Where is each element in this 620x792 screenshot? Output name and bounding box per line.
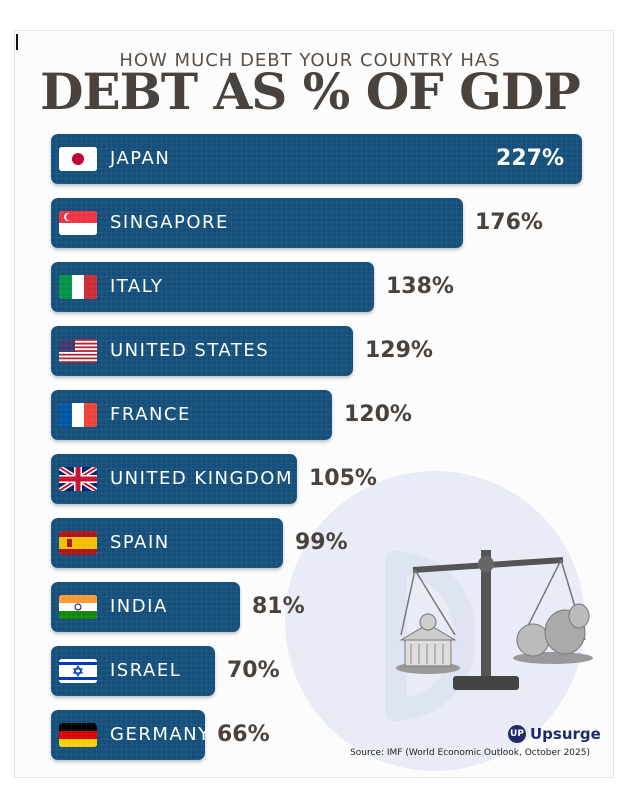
category-label: UNITED KINGDOM xyxy=(110,468,293,489)
japan-flag-icon xyxy=(59,147,97,171)
israel-flag-icon xyxy=(59,659,97,683)
bar-united-kingdom: UNITED KINGDOM xyxy=(51,454,297,504)
bar-spain: SPAIN xyxy=(51,518,283,568)
category-label: INDIA xyxy=(110,596,168,617)
bar-united-states: UNITED STATES xyxy=(51,326,353,376)
category-label: FRANCE xyxy=(110,404,191,425)
chart-subtitle: HOW MUCH DEBT YOUR COUNTRY HAS xyxy=(119,50,501,71)
value-label: 81% xyxy=(252,594,305,619)
bar-germany: GERMANY xyxy=(51,710,209,760)
source-note: Source: IMF (World Economic Outlook, Oct… xyxy=(350,748,590,758)
balance-scale-icon xyxy=(396,550,593,690)
spain-flag-icon xyxy=(59,531,97,555)
value-label: 120% xyxy=(344,402,412,427)
value-label: 227% xyxy=(496,146,564,171)
value-label: 176% xyxy=(475,210,543,235)
value-label: 105% xyxy=(309,466,377,491)
uk-flag-icon xyxy=(59,467,97,491)
category-label: UNITED STATES xyxy=(110,340,270,361)
france-flag-icon xyxy=(59,403,97,427)
singapore-flag-icon xyxy=(59,211,97,235)
bar-israel: ISRAEL xyxy=(51,646,215,696)
us-flag-icon xyxy=(59,339,97,363)
category-label: ITALY xyxy=(110,276,164,297)
category-label: ISRAEL xyxy=(110,660,182,681)
category-label: JAPAN xyxy=(110,148,171,169)
value-label: 129% xyxy=(365,338,433,363)
italy-flag-icon xyxy=(59,275,97,299)
bar-italy: ITALY xyxy=(51,262,374,312)
bar-india: INDIA xyxy=(51,582,240,632)
india-flag-icon xyxy=(59,595,97,619)
value-label: 70% xyxy=(227,658,280,683)
bar-france: FRANCE xyxy=(51,390,332,440)
value-label: 99% xyxy=(295,530,348,555)
bar-japan: JAPAN 227% xyxy=(51,134,582,184)
upsurge-logo-icon: UP xyxy=(508,725,526,743)
value-label: 138% xyxy=(386,274,454,299)
brand-name: Upsurge xyxy=(530,725,601,743)
category-label: SINGAPORE xyxy=(110,212,229,233)
chart-title: DEBT AS % OF GDP xyxy=(40,62,581,121)
corner-mark xyxy=(16,34,18,50)
germany-flag-icon xyxy=(59,723,97,747)
category-label: GERMANY xyxy=(110,724,211,745)
bar-singapore: SINGAPORE xyxy=(51,198,463,248)
category-label: SPAIN xyxy=(110,532,170,553)
brand-logo: UP Upsurge xyxy=(508,724,601,744)
value-label: 66% xyxy=(217,722,270,747)
